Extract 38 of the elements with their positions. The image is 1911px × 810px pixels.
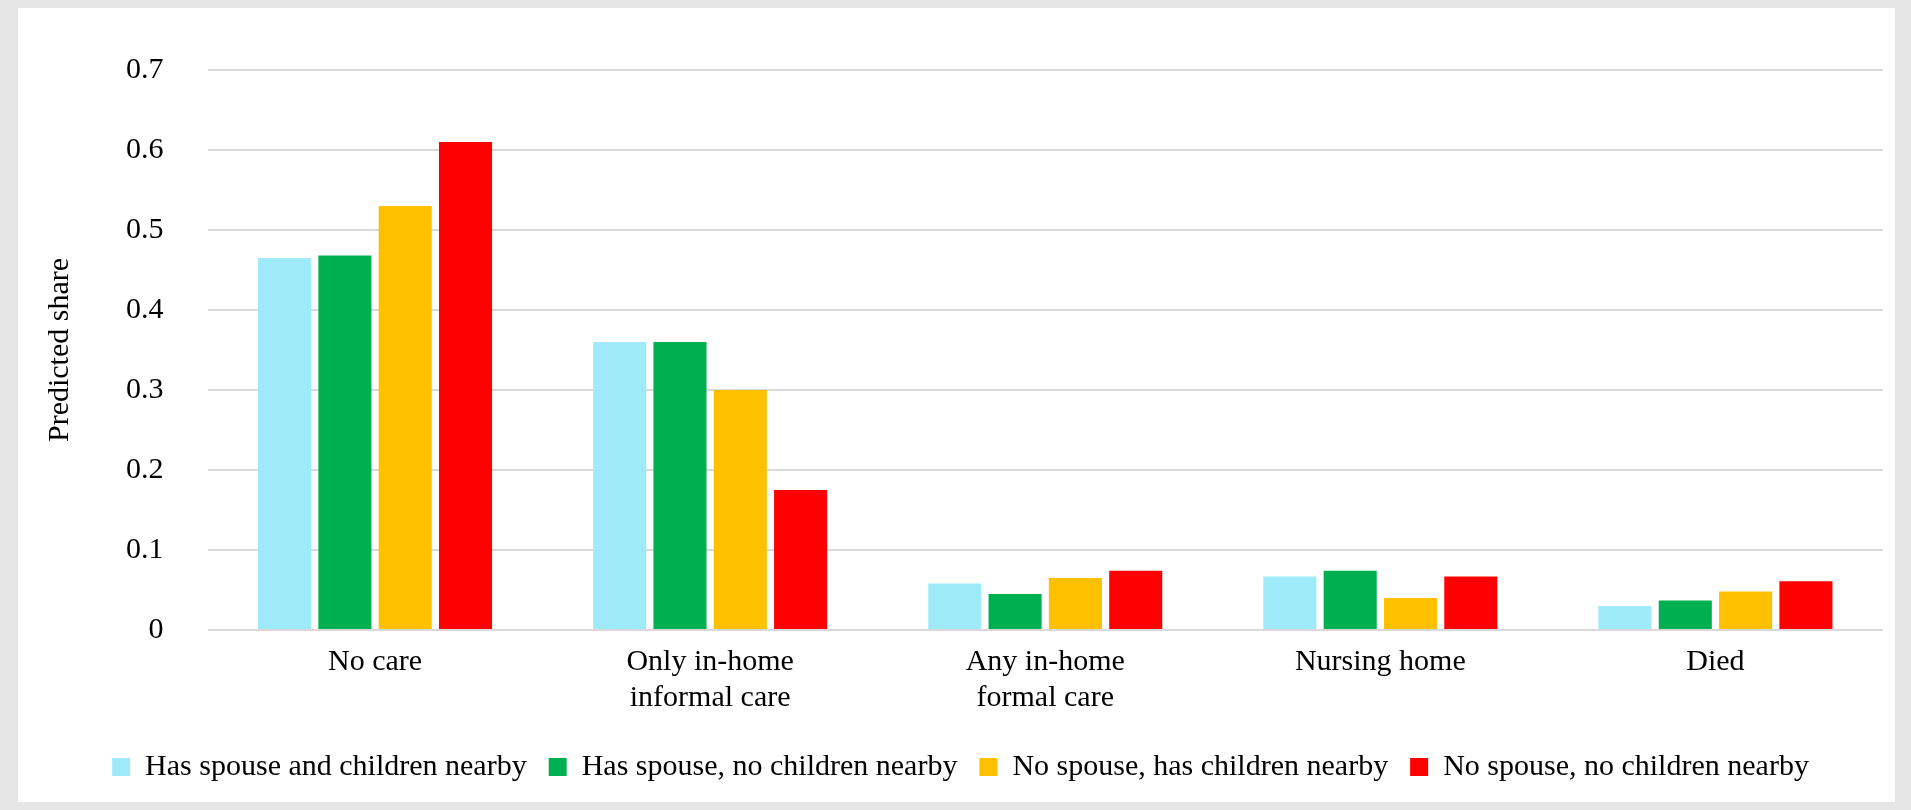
bar [1048, 578, 1102, 629]
legend-label: No spouse, no children nearby [1443, 747, 1809, 781]
bar [1444, 576, 1498, 629]
y-tick-label: 0.6 [126, 130, 164, 164]
bar [1383, 598, 1438, 629]
bar [1598, 606, 1652, 629]
legend-label: Has spouse and children nearby [145, 747, 527, 781]
bar [593, 342, 647, 629]
bar [1323, 570, 1377, 629]
bar [653, 342, 707, 629]
y-tick-label: 0.2 [126, 450, 164, 484]
bar [1658, 600, 1712, 629]
bar [318, 255, 372, 629]
y-tick-label: 0.3 [126, 370, 164, 404]
bar [258, 258, 312, 629]
bar [438, 142, 493, 629]
bar [1109, 570, 1163, 629]
bar [1719, 591, 1773, 629]
x-tick-label: Only in-home informal care [626, 642, 794, 712]
x-tick-label: Died [1686, 642, 1745, 676]
x-tick-label: No care [328, 642, 423, 676]
y-tick-label: 0.5 [126, 210, 164, 244]
bar [774, 490, 828, 629]
y-axis-title: Predicted share [40, 257, 74, 443]
bar [928, 583, 982, 629]
legend-label: Has spouse, no children nearby [581, 747, 958, 781]
x-tick-label: Any in-home formal care [965, 642, 1125, 712]
bar [988, 594, 1042, 629]
x-tick-label: Nursing home [1294, 642, 1466, 676]
bar [378, 206, 432, 629]
legend-label: No spouse, has children nearby [1012, 747, 1389, 781]
bar [713, 390, 767, 629]
bar [1779, 581, 1833, 629]
y-tick-label: 0 [148, 610, 164, 644]
bar [1263, 576, 1317, 629]
y-tick-label: 0.7 [126, 50, 164, 84]
y-tick-label: 0.1 [126, 530, 164, 564]
y-tick-label: 0.4 [126, 290, 164, 324]
